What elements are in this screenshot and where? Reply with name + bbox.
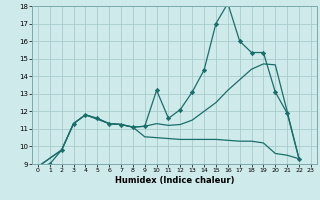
X-axis label: Humidex (Indice chaleur): Humidex (Indice chaleur) bbox=[115, 176, 234, 185]
